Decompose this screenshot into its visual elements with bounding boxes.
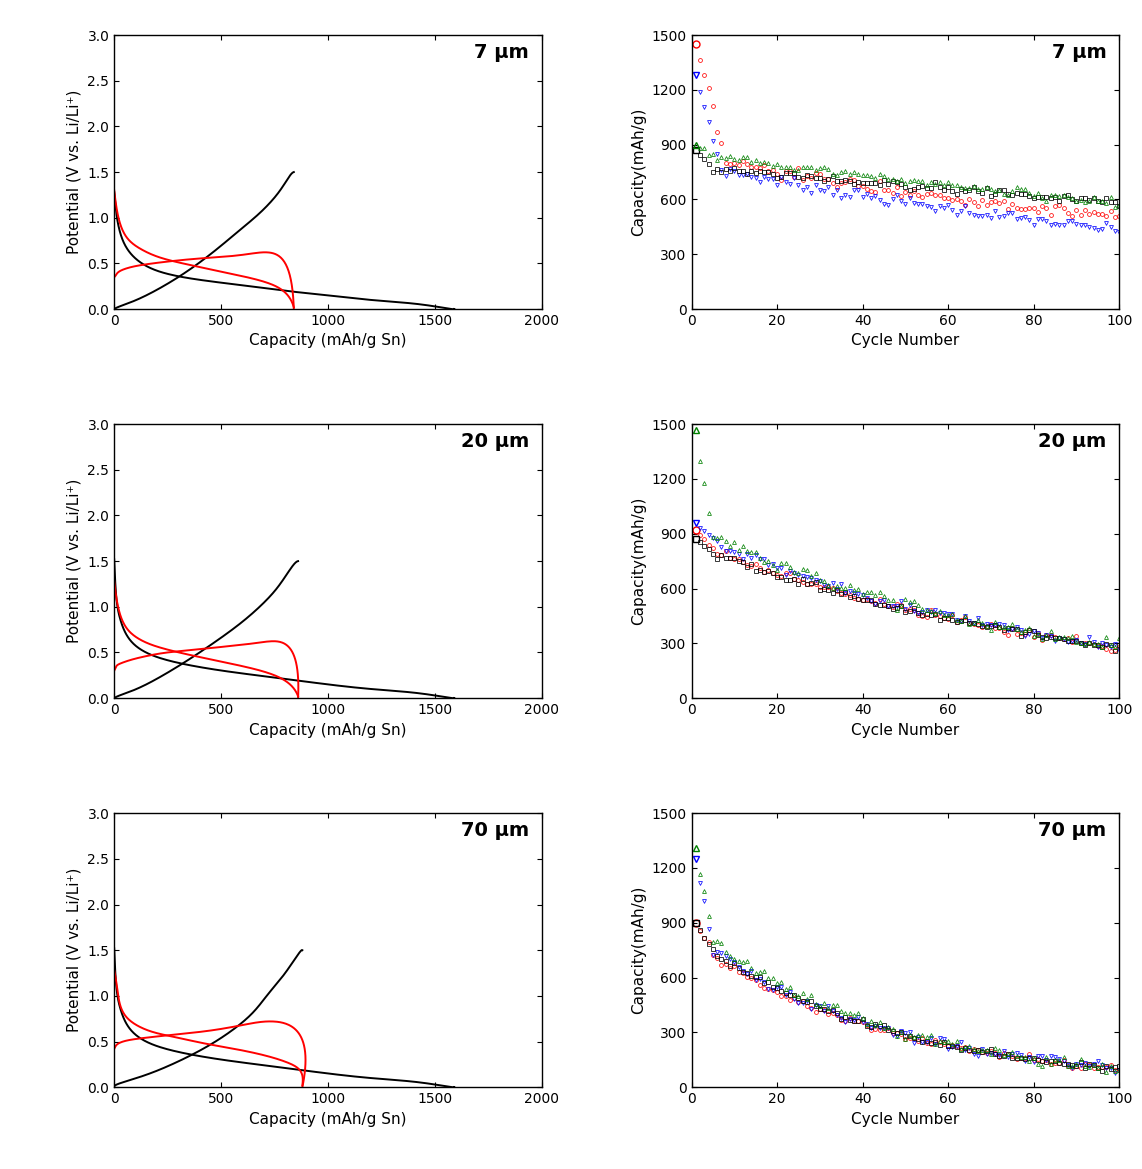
X-axis label: Capacity (mAh/g Sn): Capacity (mAh/g Sn) — [249, 333, 407, 348]
Y-axis label: Capacity(mAh/g): Capacity(mAh/g) — [632, 886, 646, 1015]
Text: 20 μm: 20 μm — [460, 433, 529, 451]
Text: 7 μm: 7 μm — [474, 43, 529, 62]
X-axis label: Cycle Number: Cycle Number — [851, 333, 959, 348]
Text: 20 μm: 20 μm — [1038, 433, 1107, 451]
Y-axis label: Capacity(mAh/g): Capacity(mAh/g) — [632, 108, 646, 236]
Text: 70 μm: 70 μm — [461, 822, 529, 841]
X-axis label: Cycle Number: Cycle Number — [851, 722, 959, 738]
X-axis label: Capacity (mAh/g Sn): Capacity (mAh/g Sn) — [249, 1112, 407, 1127]
Y-axis label: Capacity(mAh/g): Capacity(mAh/g) — [632, 497, 646, 625]
Text: 70 μm: 70 μm — [1038, 822, 1107, 841]
Y-axis label: Potential (V vs. Li/Li⁺): Potential (V vs. Li/Li⁺) — [66, 479, 82, 643]
X-axis label: Cycle Number: Cycle Number — [851, 1112, 959, 1127]
Text: 7 μm: 7 μm — [1052, 43, 1107, 62]
Y-axis label: Potential (V vs. Li/Li⁺): Potential (V vs. Li/Li⁺) — [66, 90, 82, 254]
X-axis label: Capacity (mAh/g Sn): Capacity (mAh/g Sn) — [249, 722, 407, 738]
Y-axis label: Potential (V vs. Li/Li⁺): Potential (V vs. Li/Li⁺) — [66, 869, 82, 1032]
